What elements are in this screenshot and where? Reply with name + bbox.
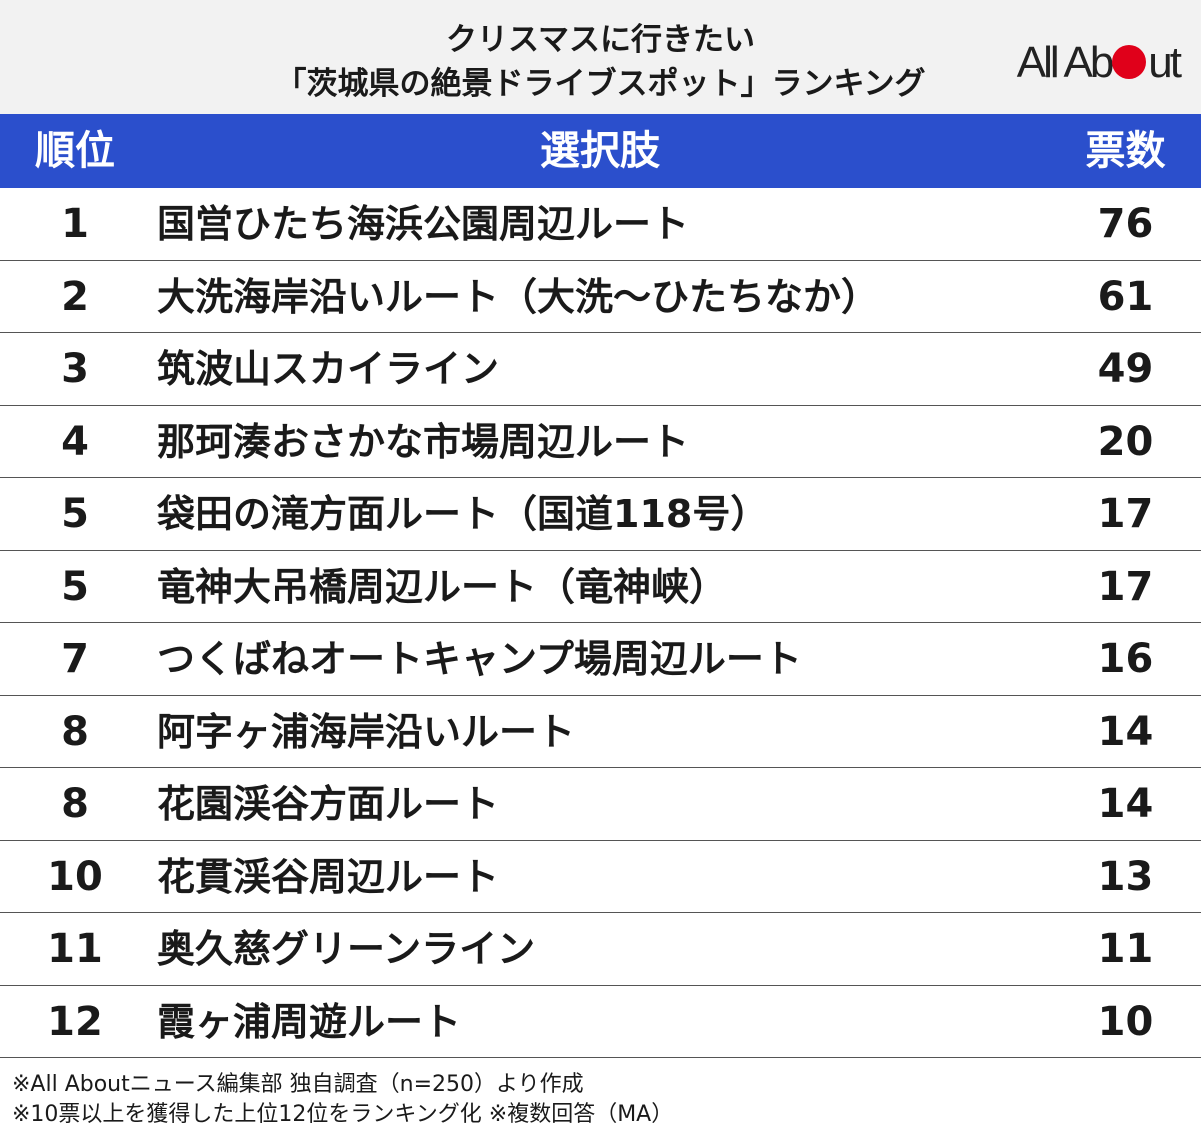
table-row: 2 大洗海岸沿いルート（大洗～ひたちなか） 61 <box>0 261 1201 333</box>
choice-cell: 袋田の滝方面ルート（国道118号） <box>157 492 769 536</box>
column-header-rank: 順位 <box>35 128 115 174</box>
votes-cell: 49 <box>1097 346 1154 392</box>
choice-cell: 花園渓谷方面ルート <box>157 782 500 826</box>
choice-cell: 那珂湊おさかな市場周辺ルート <box>157 419 690 464</box>
rank-cell: 1 <box>61 201 89 247</box>
header: クリスマスに行きたい 「茨城県の絶景ドライブスポット」ランキング All Ab u… <box>0 0 1201 114</box>
votes-cell: 11 <box>1097 926 1154 972</box>
choice-cell: つくばねオートキャンプ場周辺ルート <box>157 637 802 681</box>
votes-cell: 13 <box>1097 853 1154 900</box>
rank-cell: 5 <box>61 563 89 610</box>
title-line-1: クリスマスに行きたい <box>445 22 756 58</box>
table-row: 4 那珂湊おさかな市場周辺ルート 20 <box>0 406 1201 478</box>
rank-cell: 5 <box>61 491 89 537</box>
rank-cell: 10 <box>47 853 103 900</box>
rank-cell: 8 <box>61 781 89 827</box>
choice-cell: 霞ヶ浦周遊ルート <box>157 999 462 1044</box>
logo-text-before: All Ab <box>1016 38 1115 87</box>
table-row: 1 国営ひたち海浜公園周辺ルート 76 <box>0 188 1201 261</box>
table-row: 12 霞ヶ浦周遊ルート 10 <box>0 986 1201 1058</box>
page-title: クリスマスに行きたい 「茨城県の絶景ドライブスポット」ランキング <box>0 18 1201 106</box>
table-row: 5 袋田の滝方面ルート（国道118号） 17 <box>0 478 1201 551</box>
title-line-2: 「茨城県の絶景ドライブスポット」ランキング <box>275 66 926 102</box>
table-row: 8 花園渓谷方面ルート 14 <box>0 768 1201 841</box>
footnote-source: ※All Aboutニュース編集部 独自調査（n=250）より作成 <box>12 1072 584 1097</box>
votes-cell: 20 <box>1097 418 1154 465</box>
table-row: 10 花貫渓谷周辺ルート 13 <box>0 841 1201 913</box>
rank-cell: 11 <box>47 926 103 972</box>
logo-text-after: ut <box>1148 38 1182 87</box>
votes-cell: 14 <box>1097 781 1154 827</box>
rank-cell: 2 <box>61 273 89 320</box>
choice-cell: 大洗海岸沿いルート（大洗～ひたちなか） <box>157 274 880 319</box>
table-row: 7 つくばねオートキャンプ場周辺ルート 16 <box>0 623 1201 696</box>
logo-red-dot-icon <box>1112 45 1147 79</box>
choice-cell: 奥久慈グリーンライン <box>157 927 536 971</box>
ranking-table-body: 1 国営ひたち海浜公園周辺ルート 76 2 大洗海岸沿いルート（大洗～ひたちなか） 61 3… <box>0 188 1201 1058</box>
rank-cell: 12 <box>47 998 103 1045</box>
choice-cell: 国営ひたち海浜公園周辺ルート <box>157 202 690 246</box>
table-row: 8 阿字ヶ浦海岸沿いルート 14 <box>0 696 1201 768</box>
votes-cell: 17 <box>1097 563 1154 610</box>
table-row: 5 竜神大吊橋周辺ルート（竜神峡） 17 <box>0 551 1201 623</box>
column-header-votes: 票数 <box>1085 128 1166 174</box>
votes-cell: 14 <box>1097 708 1154 755</box>
votes-cell: 17 <box>1097 491 1154 537</box>
votes-cell: 16 <box>1097 636 1154 682</box>
rank-cell: 3 <box>61 346 89 392</box>
choice-cell: 花貫渓谷周辺ルート <box>157 854 500 899</box>
column-header-choice: 選択肢 <box>540 128 660 174</box>
rank-cell: 8 <box>61 708 89 755</box>
votes-cell: 61 <box>1097 273 1154 320</box>
table-row: 11 奥久慈グリーンライン 11 <box>0 913 1201 986</box>
rank-cell: 4 <box>61 418 89 465</box>
allabout-logo: All Ab ut <box>1016 38 1182 88</box>
table-row: 3 筑波山スカイライン 49 <box>0 333 1201 406</box>
choice-cell: 阿字ヶ浦海岸沿いルート <box>157 709 576 754</box>
choice-cell: 竜神大吊橋周辺ルート（竜神峡） <box>157 564 728 609</box>
footnote-method: ※10票以上を獲得した上位12位をランキング化 ※複数回答（MA） <box>12 1102 674 1127</box>
votes-cell: 76 <box>1097 201 1154 247</box>
rank-cell: 7 <box>61 636 89 682</box>
choice-cell: 筑波山スカイライン <box>157 347 500 391</box>
votes-cell: 10 <box>1097 998 1154 1045</box>
footnotes: ※All Aboutニュース編集部 独自調査（n=250）より作成 ※10票以上… <box>12 1070 673 1130</box>
table-header: 順位 選択肢 票数 <box>0 114 1201 188</box>
